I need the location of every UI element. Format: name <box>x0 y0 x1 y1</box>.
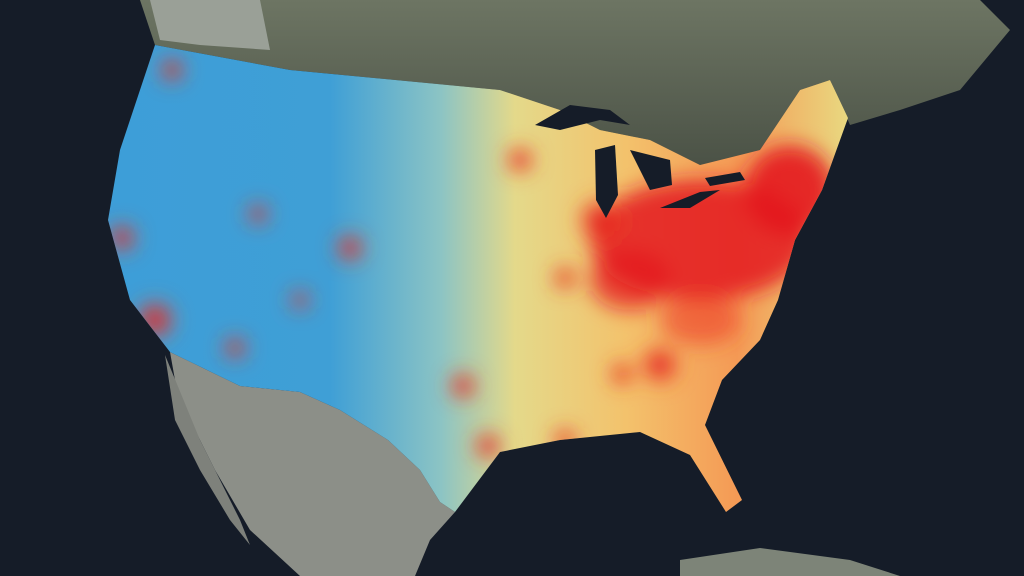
hotspot <box>745 145 835 235</box>
hotspot <box>504 144 536 176</box>
hotspot <box>133 298 177 342</box>
hotspot <box>472 430 504 462</box>
hotspot <box>575 195 625 245</box>
lake-erie <box>660 190 720 208</box>
mountains <box>150 0 270 50</box>
hotspot <box>108 222 138 254</box>
hotspot <box>551 264 579 292</box>
hotspot <box>289 289 311 311</box>
lake-huron <box>630 150 672 190</box>
lake-superior <box>535 105 630 130</box>
cuba <box>680 548 900 576</box>
hotspot <box>608 360 636 388</box>
hotspots <box>108 56 835 462</box>
hotspot <box>660 295 740 345</box>
hotspot <box>447 370 479 402</box>
lake-ontario <box>705 172 745 186</box>
hotspot <box>551 426 579 454</box>
hotspot <box>638 343 682 387</box>
great-lakes <box>535 105 745 218</box>
hotspot <box>246 202 270 226</box>
hotspot <box>334 232 366 264</box>
lake-michigan <box>595 145 618 218</box>
mexico <box>170 352 455 576</box>
hotspot <box>222 335 248 361</box>
hotspot <box>158 56 186 84</box>
baja <box>165 355 250 545</box>
hotspot <box>590 250 670 310</box>
